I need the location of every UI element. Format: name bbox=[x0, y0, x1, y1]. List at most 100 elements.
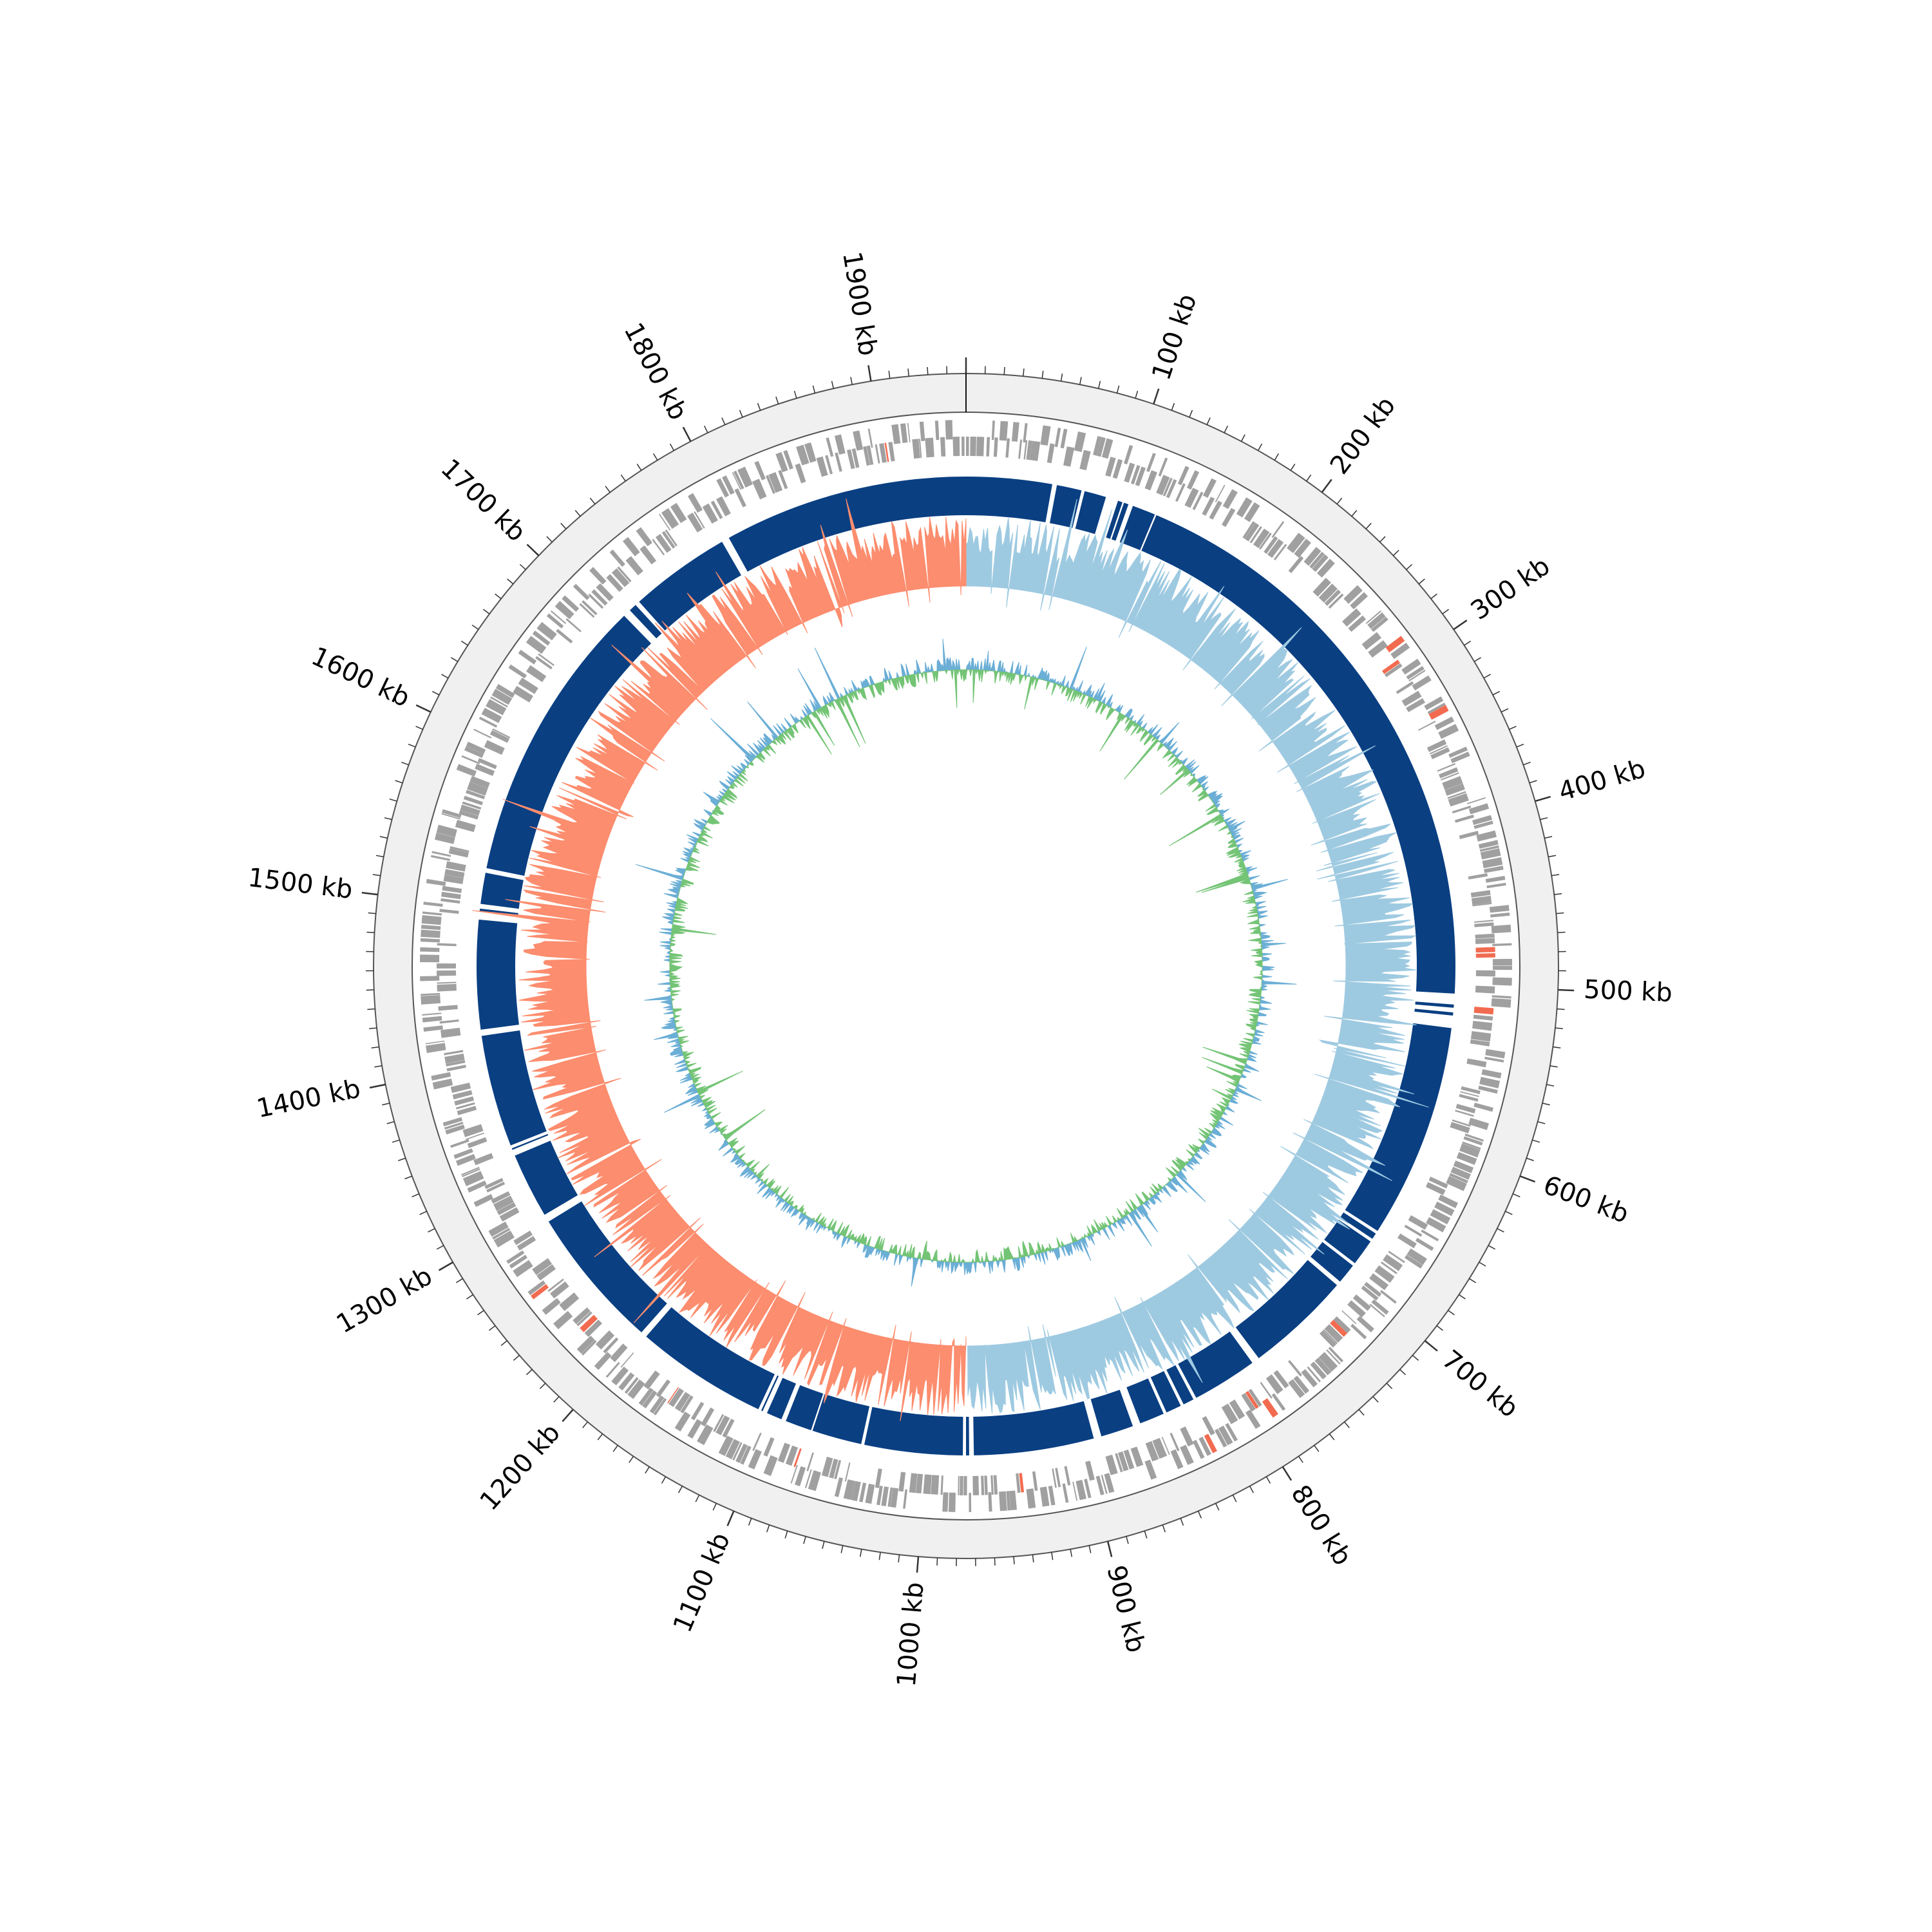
cds-feature bbox=[1367, 612, 1386, 629]
cds-feature bbox=[1472, 815, 1493, 825]
cds-feature bbox=[438, 1005, 458, 1011]
cds-feature bbox=[940, 1475, 943, 1495]
cds-feature bbox=[455, 1153, 476, 1166]
minor-tick bbox=[775, 396, 779, 404]
cds-feature bbox=[875, 444, 880, 464]
cds-feature bbox=[546, 613, 564, 629]
cds-feature bbox=[595, 1330, 615, 1350]
minor-tick bbox=[739, 410, 743, 418]
cds-feature bbox=[584, 1320, 602, 1338]
cds-feature bbox=[834, 434, 846, 455]
cds-feature bbox=[1452, 805, 1472, 814]
cds-feature bbox=[1430, 747, 1450, 759]
gc-content-below-area bbox=[668, 668, 1263, 1263]
minor-tick bbox=[1290, 463, 1296, 471]
major-tick bbox=[1519, 1175, 1536, 1183]
cds-feature bbox=[605, 1361, 620, 1378]
cds-feature bbox=[875, 1468, 882, 1488]
cds-feature bbox=[1463, 1136, 1483, 1146]
minor-tick bbox=[495, 593, 502, 600]
cds-feature bbox=[1244, 502, 1260, 522]
cds-feature bbox=[443, 875, 464, 884]
cds-feature bbox=[670, 502, 687, 524]
cds-feature bbox=[492, 1227, 511, 1240]
minor-tick bbox=[1544, 836, 1553, 839]
cds-feature bbox=[456, 764, 477, 777]
cds-feature bbox=[1350, 1323, 1367, 1340]
cds-feature bbox=[891, 424, 901, 444]
cds-feature bbox=[420, 954, 440, 963]
minor-tick bbox=[652, 453, 658, 460]
cds-feature bbox=[499, 1207, 520, 1222]
cds-feature bbox=[493, 1230, 515, 1247]
cds-feature bbox=[1324, 589, 1341, 606]
minor-tick bbox=[1529, 780, 1537, 784]
rna-feature bbox=[531, 1283, 549, 1300]
cds-feature bbox=[450, 846, 469, 853]
tick-label-1500: 1500 kb bbox=[247, 863, 354, 905]
alignment-block bbox=[812, 1394, 870, 1444]
cds-feature bbox=[444, 1121, 464, 1130]
cds-feature bbox=[1294, 538, 1311, 558]
cds-feature bbox=[642, 1390, 658, 1408]
cds-feature bbox=[1470, 1031, 1492, 1042]
cds-feature bbox=[1342, 608, 1361, 627]
minor-tick bbox=[1274, 453, 1280, 460]
minor-tick bbox=[1546, 1084, 1555, 1087]
cds-feature bbox=[923, 1474, 932, 1495]
cds-feature bbox=[1397, 1233, 1417, 1249]
cds-feature bbox=[680, 1395, 694, 1414]
cds-feature bbox=[638, 1387, 654, 1406]
alignment-block bbox=[646, 1307, 775, 1410]
cds-feature bbox=[1485, 1048, 1506, 1059]
rna-feature bbox=[1475, 953, 1495, 958]
gc-skew-negative-area bbox=[472, 498, 967, 1421]
cds-feature bbox=[1466, 797, 1486, 804]
minor-tick bbox=[661, 1476, 667, 1484]
cds-feature bbox=[459, 810, 479, 820]
cds-feature bbox=[804, 442, 817, 463]
cds-feature bbox=[624, 1377, 639, 1394]
cds-feature bbox=[1186, 470, 1200, 490]
minor-tick bbox=[1540, 817, 1548, 820]
cds-feature bbox=[535, 656, 553, 670]
cds-feature bbox=[453, 1148, 473, 1159]
cds-feature bbox=[863, 446, 870, 466]
minor-tick bbox=[1060, 373, 1063, 382]
cds-feature bbox=[1039, 1486, 1050, 1507]
cds-feature bbox=[444, 1053, 465, 1064]
tick-label-300: 300 kb bbox=[1466, 551, 1555, 626]
cds-feature bbox=[1062, 1483, 1069, 1503]
cds-feature bbox=[1260, 1381, 1273, 1399]
cds-feature bbox=[588, 593, 604, 609]
cds-feature bbox=[478, 716, 498, 728]
cds-feature bbox=[1426, 739, 1447, 752]
minor-tick bbox=[1512, 1193, 1520, 1198]
cds-feature bbox=[1146, 453, 1156, 473]
cds-feature bbox=[538, 653, 554, 667]
minor-tick bbox=[1171, 402, 1175, 411]
alignment-block bbox=[511, 1133, 549, 1150]
cds-feature bbox=[1312, 578, 1331, 597]
cds-feature bbox=[804, 1469, 812, 1488]
cds-feature bbox=[1192, 1439, 1205, 1459]
gc-content-above-area bbox=[635, 638, 1297, 1287]
cds-feature bbox=[1032, 1471, 1038, 1492]
cds-feature bbox=[1162, 477, 1173, 497]
cds-feature bbox=[1468, 803, 1490, 815]
cds-feature bbox=[1473, 1014, 1493, 1021]
cds-feature bbox=[509, 1255, 527, 1269]
cds-feature bbox=[1417, 721, 1436, 731]
cds-feature bbox=[1161, 1436, 1170, 1455]
cds-feature bbox=[1253, 528, 1270, 549]
cds-feature bbox=[490, 696, 508, 708]
cds-feature bbox=[421, 992, 440, 996]
cds-feature bbox=[1478, 1085, 1498, 1094]
minor-tick bbox=[513, 1354, 520, 1361]
minor-tick bbox=[1126, 1536, 1129, 1544]
minor-tick bbox=[695, 1495, 700, 1502]
minor-tick bbox=[1051, 1552, 1054, 1560]
cds-feature bbox=[550, 1281, 569, 1299]
minor-tick bbox=[1542, 1103, 1550, 1106]
cds-feature bbox=[1426, 1217, 1446, 1233]
